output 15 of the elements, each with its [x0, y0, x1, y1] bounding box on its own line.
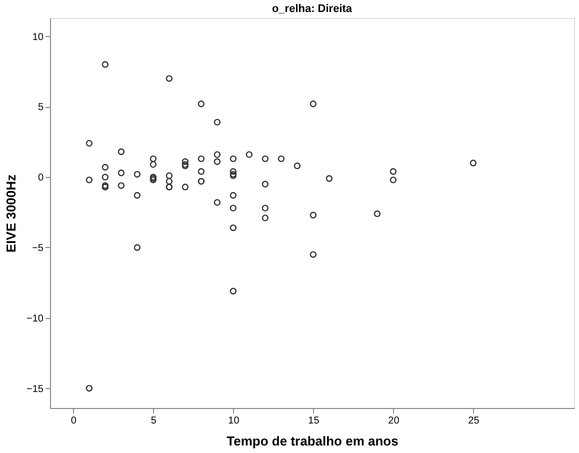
x-tick-label: 15: [308, 416, 320, 426]
y-tick-label: 10: [32, 32, 44, 43]
y-tick-label: −15: [26, 384, 44, 395]
x-tick-label: 5: [150, 416, 157, 426]
chart-title: o_relha: Direita: [272, 3, 353, 15]
y-tick-label: 5: [38, 102, 44, 114]
x-tick-label: 0: [70, 416, 77, 426]
y-tick-label: −5: [32, 242, 44, 254]
x-axis-title: Tempo de trabalho em anos: [226, 434, 398, 448]
x-tick-label: 20: [388, 416, 400, 426]
x-tick-label: 10: [228, 416, 240, 426]
y-axis-title: EIVE 3000Hz: [4, 174, 19, 253]
x-tick-label: 25: [468, 416, 480, 426]
y-tick-label: −10: [26, 313, 44, 324]
y-tick-label: 0: [38, 172, 44, 184]
